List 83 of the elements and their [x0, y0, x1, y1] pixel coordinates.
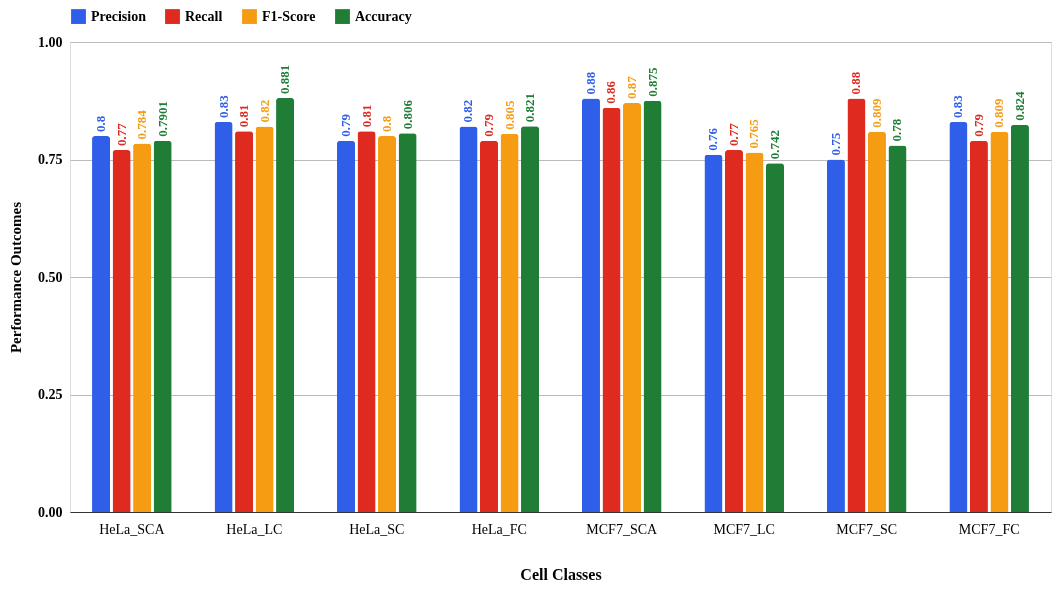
data-label: 0.83 — [215, 94, 231, 118]
bar — [745, 152, 764, 512]
data-label: 0.75 — [827, 132, 843, 156]
data-label: 0.78 — [889, 118, 905, 142]
bar — [479, 140, 499, 512]
data-label: 0.86 — [603, 80, 619, 104]
x-tick-label: MCF7_FC — [958, 521, 1020, 537]
data-label: 0.88 — [848, 71, 864, 95]
bar — [867, 131, 886, 512]
legend-label: Accuracy — [355, 8, 412, 24]
bar — [622, 103, 642, 512]
bar — [459, 126, 478, 512]
bar — [888, 145, 907, 512]
bar — [214, 121, 233, 512]
data-label: 0.821 — [522, 92, 538, 123]
data-label: 0.765 — [746, 118, 762, 149]
x-tick-label: MCF7_SC — [836, 521, 898, 537]
data-label: 0.875 — [644, 67, 660, 97]
data-label: 0.784 — [134, 109, 150, 140]
y-tick-label: 0.00 — [38, 504, 63, 520]
bar — [990, 131, 1009, 512]
data-label: 0.806 — [399, 99, 415, 130]
bar — [153, 140, 172, 512]
bar — [949, 121, 968, 512]
x-axis-title: Cell Classes — [520, 565, 602, 583]
y-axis-title: Performance Outcomes — [8, 201, 24, 354]
x-tick-label: HeLa_SC — [349, 521, 405, 537]
bar — [1010, 124, 1029, 512]
legend-label: F1-Score — [262, 8, 316, 24]
data-label: 0.8 — [379, 115, 395, 132]
data-label: 0.79 — [338, 113, 354, 137]
data-label: 0.805 — [501, 99, 517, 130]
data-label: 0.82 — [256, 99, 272, 123]
bar — [357, 131, 376, 512]
bar — [602, 107, 621, 512]
bar — [276, 97, 295, 512]
y-tick-label: 0.75 — [38, 152, 63, 167]
bar — [378, 136, 397, 512]
data-label: 0.809 — [868, 98, 884, 128]
data-label: 0.8 — [93, 115, 109, 132]
data-label: 0.82 — [460, 99, 476, 123]
bar — [724, 150, 743, 512]
y-tick-label: 1.00 — [38, 34, 63, 50]
bar — [255, 126, 274, 512]
legend-label: Recall — [185, 8, 223, 24]
data-label: 0.88 — [582, 71, 598, 95]
bar — [847, 98, 866, 512]
data-label: 0.77 — [725, 122, 741, 147]
bar — [92, 136, 111, 512]
data-label: 0.83 — [950, 94, 966, 118]
y-tick-label: 0.50 — [38, 269, 63, 285]
y-tick-label: 0.25 — [38, 387, 63, 402]
x-tick-label: HeLa_SCA — [99, 521, 166, 537]
bar — [500, 133, 519, 512]
data-label: 0.81 — [236, 104, 252, 128]
bar — [336, 140, 356, 512]
bar — [521, 126, 540, 512]
x-tick-label: MCF7_LC — [713, 521, 775, 537]
bar — [581, 98, 600, 512]
bar — [643, 100, 662, 512]
data-label: 0.824 — [1011, 90, 1027, 121]
bar — [112, 150, 131, 512]
data-label: 0.79 — [970, 113, 986, 137]
x-tick-label: HeLa_FC — [471, 521, 527, 537]
legend-label: Precision — [91, 8, 147, 24]
x-tick-label: MCF7_SCA — [586, 521, 659, 537]
bar — [704, 154, 723, 512]
bar — [969, 140, 988, 512]
bar — [826, 159, 845, 512]
bar — [235, 131, 254, 512]
data-label: 0.87 — [623, 75, 639, 100]
bar — [765, 163, 785, 512]
data-label: 0.81 — [358, 104, 374, 128]
data-label: 0.7901 — [154, 100, 170, 137]
data-label: 0.742 — [766, 130, 782, 160]
bar — [133, 143, 152, 512]
data-label: 0.77 — [113, 122, 129, 147]
data-label: 0.76 — [705, 127, 721, 151]
x-tick-label: HeLa_LC — [226, 521, 283, 537]
data-label: 0.809 — [991, 98, 1007, 128]
data-label: 0.79 — [481, 113, 497, 137]
data-label: 0.881 — [277, 64, 293, 94]
bar — [398, 133, 417, 512]
